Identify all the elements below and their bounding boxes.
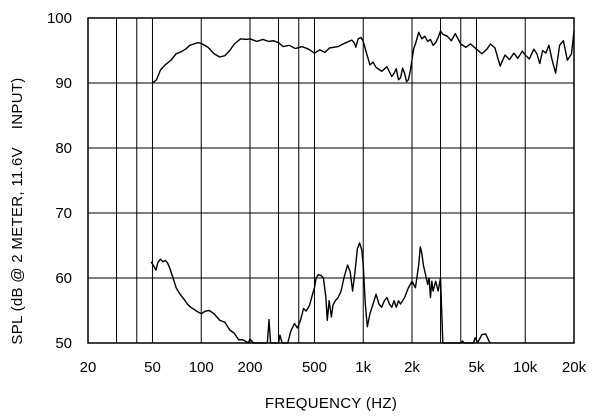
x-tick-label: 500: [302, 359, 327, 376]
plot-frame: [87, 17, 575, 344]
x-tick-label: 200: [237, 359, 262, 376]
y-tick-label: 60: [55, 270, 72, 287]
x-tick-label: 10k: [513, 359, 538, 376]
x-tick-label: 1k: [355, 359, 371, 376]
series-line-2: [150, 242, 491, 344]
series-line-1: [152, 30, 575, 84]
y-axis-label: SPL (dB @ 2 METER, 11.6V INPUT): [9, 77, 26, 344]
x-axis-label: FREQUENCY (HZ): [265, 395, 397, 412]
x-tick-label: 20k: [562, 359, 587, 376]
y-tick-label: 50: [55, 335, 72, 352]
y-tick-label: 90: [55, 75, 72, 92]
tick-labels: 20 50 100 200 500 1k 2k 5k 10k 20k 50 60 70 80 90 100: [47, 10, 587, 376]
x-tick-label: 100: [189, 359, 214, 376]
y-tick-label: 70: [55, 205, 72, 222]
grid-lines: [87, 17, 575, 344]
x-tick-label: 50: [144, 359, 161, 376]
y-tick-label: 80: [55, 140, 72, 157]
x-tick-label: 20: [80, 359, 97, 376]
series-lines: [150, 30, 575, 344]
x-tick-label: 2k: [404, 359, 420, 376]
y-tick-label: 100: [47, 10, 72, 27]
x-tick-label: 5k: [469, 359, 485, 376]
